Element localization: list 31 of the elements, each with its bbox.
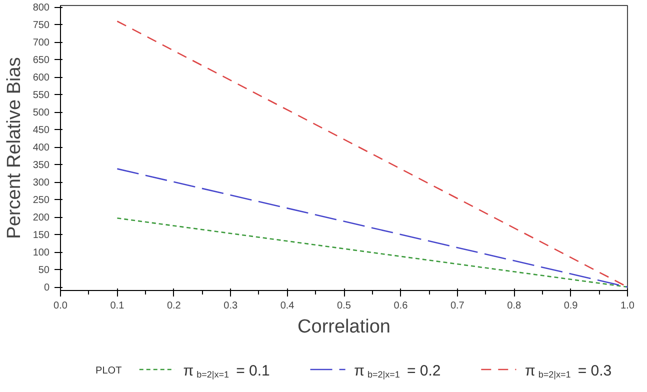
legend-title: PLOT [96, 366, 122, 377]
x-tick-label: 0.4 [280, 300, 295, 312]
y-axis-title: Percent Relative Bias [4, 57, 25, 239]
y-tick-label: 250 [32, 195, 50, 206]
x-axis-title: Correlation [298, 316, 390, 338]
y-tick-label: 450 [32, 125, 50, 136]
y-tick-label: 150 [32, 230, 50, 242]
x-tick-label: 0.7 [450, 300, 465, 312]
y-tick-label: 800 [32, 2, 50, 14]
x-tick-label: 0.6 [394, 300, 408, 312]
y-tick-label: 600 [32, 72, 50, 84]
y-tick-label: 300 [32, 178, 50, 189]
x-tick-label: 0.8 [507, 300, 522, 312]
x-tick-label: 1.0 [620, 300, 635, 312]
x-tick-label: 0.0 [54, 300, 68, 312]
y-tick-label: 50 [38, 265, 50, 276]
y-tick-label: 350 [32, 160, 50, 172]
y-tick-label: 500 [32, 108, 50, 119]
y-tick-label: 750 [32, 20, 50, 32]
y-tick-label: 700 [32, 38, 50, 49]
y-tick-label: 550 [32, 90, 50, 102]
x-tick-label: 0.2 [166, 300, 182, 312]
y-tick-label: 200 [32, 212, 50, 224]
y-tick-label: 400 [32, 142, 50, 154]
x-tick-label: 0.1 [110, 300, 125, 312]
y-tick-label: 650 [32, 55, 50, 66]
x-tick-label: 0.5 [337, 300, 352, 312]
y-tick-label: 0 [44, 282, 50, 294]
x-tick-label: 0.9 [564, 300, 578, 312]
y-tick-label: 100 [32, 248, 50, 259]
x-tick-label: 0.3 [224, 300, 238, 312]
